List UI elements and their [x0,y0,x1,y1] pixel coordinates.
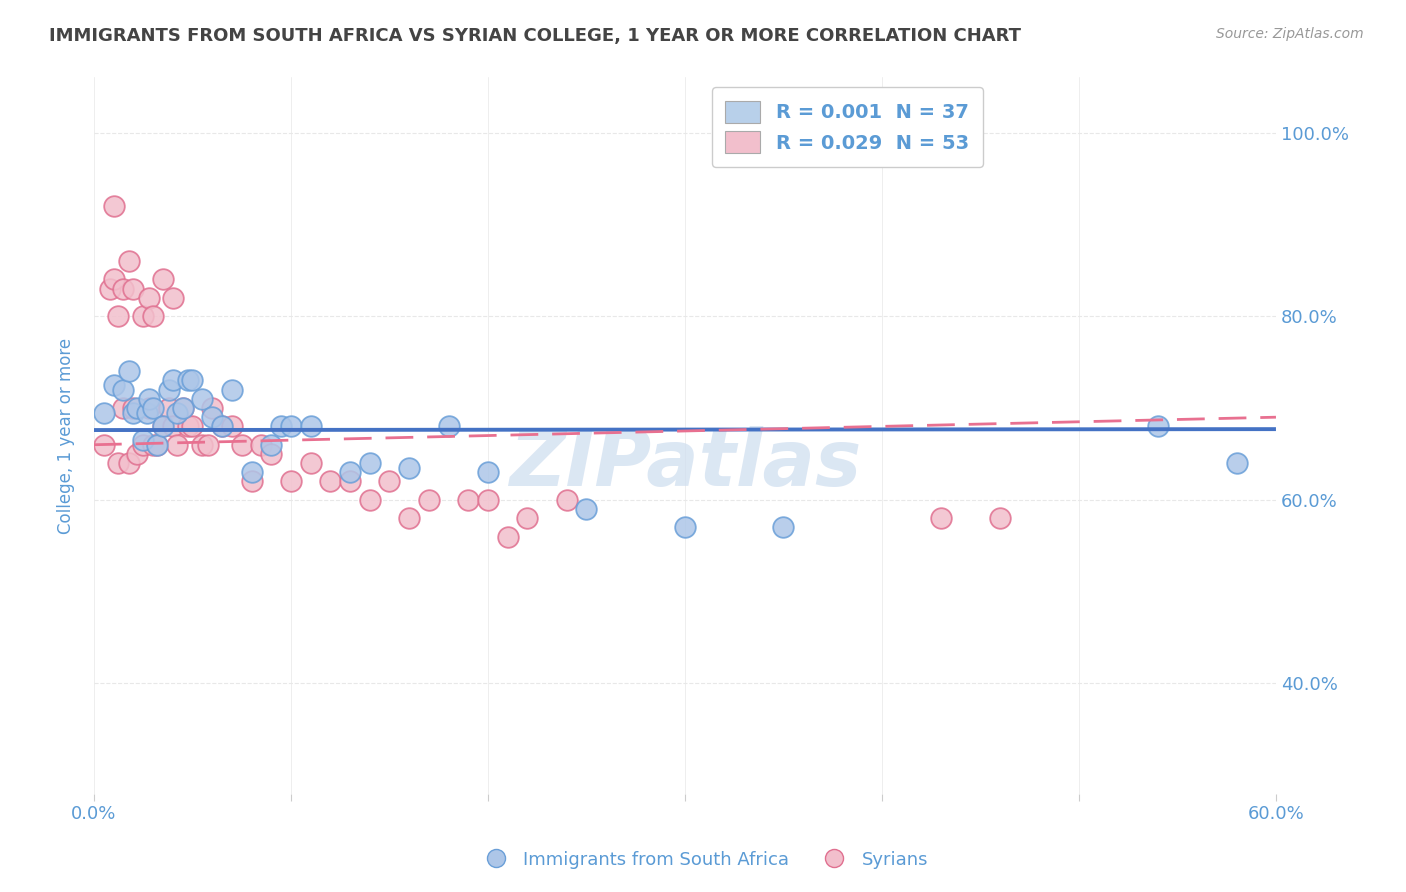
Point [112,383,135,397]
Point [142,309,165,323]
Point [1225,456,1247,470]
Point [138,401,160,415]
Point [132,433,155,447]
Point [270,419,292,434]
Point [142,438,165,452]
Text: ZIPatlas: ZIPatlas [509,426,860,502]
Point [988,511,1011,525]
Point [93,438,115,452]
Point [132,438,155,452]
Point [103,199,125,213]
Point [93,406,115,420]
Point [929,511,952,525]
Point [142,401,165,415]
Point [112,401,135,415]
Y-axis label: College, 1 year or more: College, 1 year or more [58,337,75,533]
Point [211,419,233,434]
Point [162,374,184,388]
Point [240,475,263,489]
Point [146,438,169,452]
Point [107,456,129,470]
Point [201,401,224,415]
Point [359,492,381,507]
Point [280,475,302,489]
Point [157,401,180,415]
Point [152,419,174,434]
Point [477,492,499,507]
Point [138,291,160,305]
Point [98,282,121,296]
Point [260,447,283,461]
Point [136,406,159,420]
Point [299,456,322,470]
Point [378,475,401,489]
Point [418,492,440,507]
Point [398,511,420,525]
Point [146,438,169,452]
Point [260,438,283,452]
Point [122,401,145,415]
Point [319,475,342,489]
Point [437,419,460,434]
Point [1146,419,1168,434]
Point [177,419,200,434]
Point [211,419,233,434]
Point [172,401,194,415]
Point [107,309,129,323]
Point [197,438,219,452]
Point [181,374,204,388]
Point [516,511,538,525]
Point [132,309,155,323]
Point [177,374,200,388]
Point [112,282,135,296]
Point [457,492,479,507]
Point [138,392,160,406]
Point [162,291,184,305]
Text: IMMIGRANTS FROM SOUTH AFRICA VS SYRIAN COLLEGE, 1 YEAR OR MORE CORRELATION CHART: IMMIGRANTS FROM SOUTH AFRICA VS SYRIAN C… [49,27,1021,45]
Point [127,447,149,461]
Point [575,502,598,516]
Point [166,438,188,452]
Point [118,254,141,268]
Point [181,419,204,434]
Point [103,272,125,286]
Point [339,465,361,479]
Point [122,282,145,296]
Point [162,419,184,434]
Legend: R = 0.001  N = 37, R = 0.029  N = 53: R = 0.001 N = 37, R = 0.029 N = 53 [711,87,983,167]
Point [477,465,499,479]
Point [118,456,141,470]
Point [191,438,214,452]
Point [127,401,149,415]
Point [152,419,174,434]
Point [221,419,243,434]
Point [280,419,302,434]
Point [152,272,174,286]
Point [250,438,273,452]
Point [166,406,188,420]
Point [122,406,145,420]
Point [157,383,180,397]
Point [103,378,125,392]
Point [555,492,578,507]
Point [240,465,263,479]
Point [496,530,519,544]
Point [772,520,794,534]
Text: Source: ZipAtlas.com: Source: ZipAtlas.com [1216,27,1364,41]
Point [118,364,141,378]
Point [231,438,253,452]
Point [172,401,194,415]
Point [359,456,381,470]
Point [221,383,243,397]
Point [673,520,696,534]
Point [191,392,214,406]
Point [398,460,420,475]
Point [299,419,322,434]
Legend: Immigrants from South Africa, Syrians: Immigrants from South Africa, Syrians [471,844,935,876]
Point [339,475,361,489]
Point [201,410,224,425]
